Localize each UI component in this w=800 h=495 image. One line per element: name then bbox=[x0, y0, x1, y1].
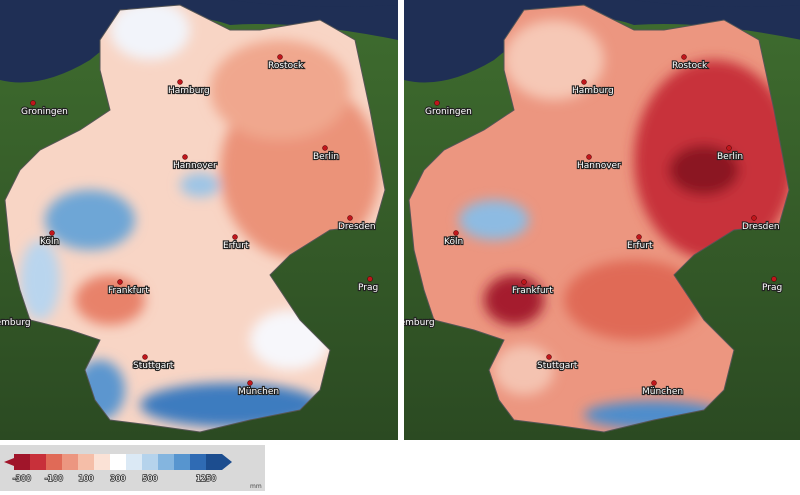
legend-swatch bbox=[190, 454, 206, 470]
city-label: München bbox=[642, 387, 683, 397]
city-label: Dresden bbox=[338, 222, 376, 232]
legend-tick-label: 500 bbox=[142, 474, 157, 483]
city-dot bbox=[182, 154, 188, 160]
legend-swatch bbox=[206, 454, 222, 470]
legend-tick-label: -100 bbox=[45, 474, 63, 483]
city-label: Köln bbox=[444, 237, 463, 247]
legend-tick-label: 300 bbox=[110, 474, 125, 483]
city-dot bbox=[232, 234, 238, 240]
legend-unit: mm bbox=[250, 483, 262, 490]
legend: -300 -100 100 300 500 1250 mm bbox=[0, 445, 265, 491]
city-dot bbox=[586, 154, 592, 160]
city-label: Hamburg bbox=[168, 86, 210, 96]
city-dot bbox=[651, 380, 657, 386]
city-dot bbox=[636, 234, 642, 240]
map-panel-left: Rostock Hamburg Groningen Hannover Berlin Dre… bbox=[0, 0, 398, 440]
city-dot bbox=[347, 215, 353, 221]
legend-swatch bbox=[62, 454, 78, 470]
city-label: Frankfurt bbox=[108, 286, 149, 296]
legend-swatch bbox=[78, 454, 94, 470]
city-dot bbox=[581, 79, 587, 85]
city-dot bbox=[247, 380, 253, 386]
legend-swatch bbox=[110, 454, 126, 470]
city-dot bbox=[177, 79, 183, 85]
city-dot bbox=[277, 54, 283, 60]
city-label: Köln bbox=[40, 237, 59, 247]
city-label: Frankfurt bbox=[512, 286, 553, 296]
city-label: Stuttgart bbox=[133, 361, 174, 371]
legend-tick-label: 100 bbox=[78, 474, 93, 483]
city-label: Erfurt bbox=[627, 241, 653, 251]
city-label: Prag bbox=[358, 283, 378, 293]
city-label: Stuttgart bbox=[537, 361, 578, 371]
city-dot bbox=[771, 276, 777, 282]
legend-swatch bbox=[46, 454, 62, 470]
city-label: Groningen bbox=[425, 107, 472, 117]
legend-swatch bbox=[14, 454, 30, 470]
city-dot bbox=[751, 215, 757, 221]
city-label: Hamburg bbox=[572, 86, 614, 96]
city-label: Groningen bbox=[21, 107, 68, 117]
city-label: Luxemburg bbox=[384, 318, 435, 328]
map-panel-right: Rostock Hamburg Groningen Hannover Berlin Dre… bbox=[384, 0, 800, 440]
legend-swatch bbox=[158, 454, 174, 470]
city-dot bbox=[49, 230, 55, 236]
city-label: Berlin bbox=[313, 152, 339, 162]
legend-swatch bbox=[174, 454, 190, 470]
city-dot bbox=[726, 145, 732, 151]
city-label: Luxemburg bbox=[0, 318, 31, 328]
city-label: Hannover bbox=[577, 161, 621, 171]
city-dot bbox=[117, 279, 123, 285]
city-label: Dresden bbox=[742, 222, 780, 232]
city-label: Prag bbox=[762, 283, 782, 293]
city-label: Berlin bbox=[717, 152, 743, 162]
legend-arrow bbox=[222, 454, 232, 470]
city-label: München bbox=[238, 387, 279, 397]
city-dot bbox=[142, 354, 148, 360]
legend-swatch bbox=[142, 454, 158, 470]
legend-swatch bbox=[30, 454, 46, 470]
city-dot bbox=[367, 276, 373, 282]
legend-tick-label: -300 bbox=[13, 474, 31, 483]
city-label: Erfurt bbox=[223, 241, 249, 251]
city-label: Rostock bbox=[672, 61, 708, 71]
city-dot bbox=[681, 54, 687, 60]
legend-tick-label: 1250 bbox=[196, 474, 216, 483]
legend-arrow bbox=[4, 458, 14, 466]
city-dot bbox=[322, 145, 328, 151]
legend-swatch bbox=[126, 454, 142, 470]
city-dot bbox=[521, 279, 527, 285]
city-dot bbox=[434, 100, 440, 106]
legend-swatch bbox=[94, 454, 110, 470]
city-dot bbox=[546, 354, 552, 360]
city-dot bbox=[30, 100, 36, 106]
city-dot bbox=[453, 230, 459, 236]
city-label: Rostock bbox=[268, 61, 304, 71]
city-label: Hannover bbox=[173, 161, 217, 171]
